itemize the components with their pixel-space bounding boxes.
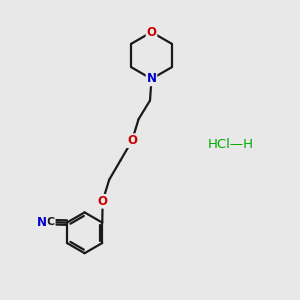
Text: HCl—H: HCl—H (208, 137, 254, 151)
Text: C: C (47, 217, 55, 227)
Text: N: N (146, 72, 157, 86)
Text: O: O (98, 195, 108, 208)
Text: N: N (37, 215, 47, 229)
Text: O: O (127, 134, 137, 147)
Text: O: O (146, 26, 157, 39)
